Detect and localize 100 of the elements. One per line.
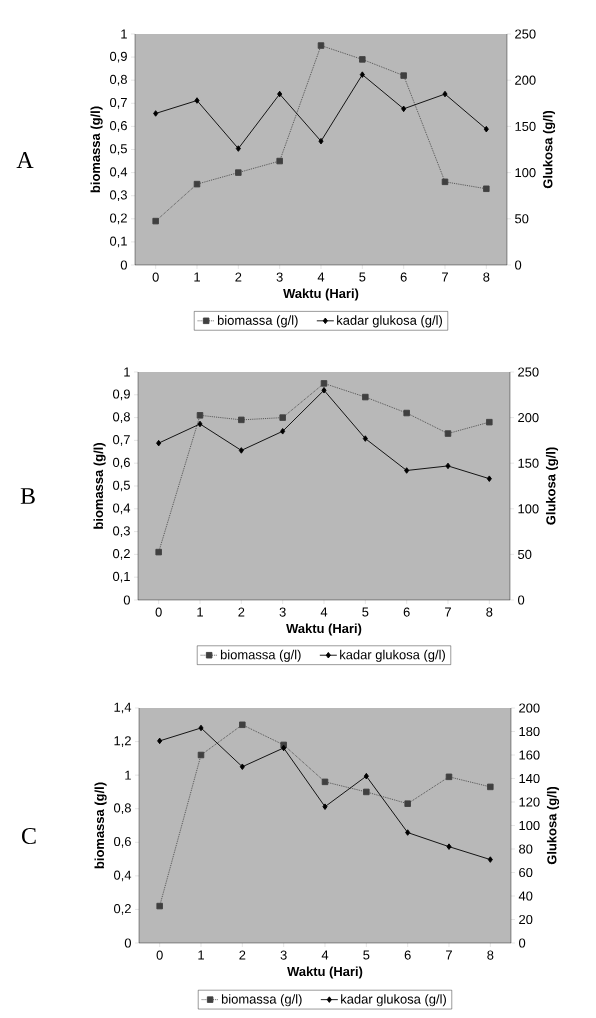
point bbox=[157, 737, 163, 745]
text: C bbox=[22, 827, 36, 845]
y2-tick-label: 20 bbox=[519, 914, 533, 925]
point bbox=[405, 829, 411, 836]
y2-tick-label: 50 bbox=[515, 214, 529, 224]
y-tick-label: 0,8 bbox=[113, 803, 131, 815]
y2-tick-label: 160 bbox=[519, 750, 540, 760]
x-tick-label: 1 bbox=[197, 607, 203, 617]
y2-axis-title: Glukosa (g/l) bbox=[546, 786, 560, 865]
point bbox=[194, 97, 200, 104]
point bbox=[362, 393, 369, 401]
y-axis-title: biomassa (g/l) bbox=[93, 443, 106, 529]
point bbox=[362, 435, 368, 442]
x-tick-label: 5 bbox=[362, 607, 369, 617]
point bbox=[404, 467, 410, 474]
x-tick-label: 8 bbox=[486, 607, 493, 617]
x-axis-title: Waktu (Hari) bbox=[286, 623, 362, 636]
y-tick-label: 0,9 bbox=[109, 51, 127, 63]
y-tick-label: 0,1 bbox=[109, 236, 127, 248]
point bbox=[235, 145, 241, 152]
y-tick-label: 0,3 bbox=[109, 190, 127, 202]
y-tick-label: 0,4 bbox=[112, 503, 131, 515]
point bbox=[487, 783, 494, 791]
y2-tick-label: 0 bbox=[515, 260, 522, 270]
y-tick-label: 0,9 bbox=[112, 389, 130, 401]
y2-tick-label: 100 bbox=[515, 168, 536, 178]
y2-tick-label: 50 bbox=[518, 549, 532, 559]
y2-axis-title: Glukosa (g/l) bbox=[542, 110, 556, 189]
point bbox=[239, 763, 245, 770]
y-tick-label: 0,5 bbox=[112, 480, 130, 492]
y-tick-label: 0,6 bbox=[109, 121, 127, 132]
text: B bbox=[20, 488, 35, 504]
point bbox=[483, 185, 490, 192]
x-tick-label: 5 bbox=[359, 272, 366, 282]
y2-tick-label: 0 bbox=[518, 595, 525, 605]
y2-axis-title: Glukosa (g/l) bbox=[545, 447, 559, 525]
point bbox=[152, 217, 159, 225]
y-tick-label: 1 bbox=[125, 770, 131, 780]
y-tick-label: 1 bbox=[124, 367, 130, 377]
y2-tick-label: 0 bbox=[519, 938, 526, 948]
text: A bbox=[16, 152, 34, 168]
point bbox=[239, 721, 246, 729]
x-tick-label: 0 bbox=[152, 272, 159, 282]
y-tick-label: 0 bbox=[123, 595, 130, 605]
x-tick-label: 4 bbox=[320, 607, 328, 617]
x-tick-label: 0 bbox=[156, 950, 163, 960]
point bbox=[235, 169, 242, 176]
legend-label: kadar glukosa (g/l) bbox=[341, 994, 446, 1007]
y-tick-label: 0,8 bbox=[112, 412, 130, 423]
point bbox=[156, 902, 163, 910]
x-tick-label: 7 bbox=[442, 272, 448, 282]
x-tick-label: 3 bbox=[279, 607, 286, 617]
y-tick-label: 0 bbox=[120, 260, 127, 270]
point bbox=[363, 772, 369, 780]
y-axis-title: biomassa (g/l) bbox=[94, 782, 107, 869]
point bbox=[359, 56, 366, 63]
point bbox=[155, 548, 162, 556]
point bbox=[238, 416, 245, 424]
x-tick-label: 6 bbox=[404, 950, 411, 960]
point bbox=[317, 42, 325, 49]
x-tick-label: 6 bbox=[400, 272, 407, 282]
point bbox=[193, 180, 201, 188]
x-tick-label: 4 bbox=[321, 950, 329, 960]
x-axis-title: Waktu (Hari) bbox=[283, 288, 359, 301]
y-tick-label: 0,8 bbox=[109, 74, 127, 86]
x-tick-label: 8 bbox=[487, 950, 494, 960]
point bbox=[280, 428, 286, 435]
point bbox=[196, 412, 204, 419]
y2-tick-label: 100 bbox=[518, 504, 539, 514]
point bbox=[446, 843, 452, 850]
legend-label: biomassa (g/l) bbox=[221, 994, 302, 1007]
y2-tick-label: 150 bbox=[518, 458, 539, 468]
point bbox=[153, 110, 159, 117]
point bbox=[363, 788, 370, 796]
legend-label: kadar glukosa (g/l) bbox=[340, 649, 445, 662]
legend-label: biomassa (g/l) bbox=[220, 649, 301, 662]
x-tick-label: 2 bbox=[238, 607, 245, 617]
x-tick-label: 0 bbox=[155, 607, 162, 617]
y2-tick-label: 60 bbox=[519, 867, 533, 878]
point bbox=[277, 90, 283, 98]
y-tick-label: 0,5 bbox=[109, 144, 127, 155]
legend-label: kadar glukosa (g/l) bbox=[337, 315, 442, 328]
y-tick-label: 1 bbox=[121, 29, 127, 39]
y2-tick-label: 40 bbox=[518, 891, 533, 901]
y-tick-label: 0,3 bbox=[112, 526, 130, 537]
point bbox=[445, 773, 453, 781]
x-tick-label: 8 bbox=[483, 272, 490, 282]
x-tick-label: 6 bbox=[403, 607, 410, 617]
y2-tick-label: 100 bbox=[519, 820, 540, 831]
x-tick-label: 2 bbox=[239, 950, 246, 960]
y2-tick-label: 80 bbox=[519, 844, 533, 854]
point bbox=[400, 72, 407, 79]
point bbox=[321, 387, 327, 394]
point bbox=[197, 420, 203, 428]
y-tick-label: 0,4 bbox=[109, 167, 128, 178]
y2-tick-label: 200 bbox=[519, 703, 540, 713]
point bbox=[401, 105, 407, 113]
point bbox=[276, 157, 283, 165]
point bbox=[198, 724, 204, 732]
point bbox=[238, 447, 244, 454]
